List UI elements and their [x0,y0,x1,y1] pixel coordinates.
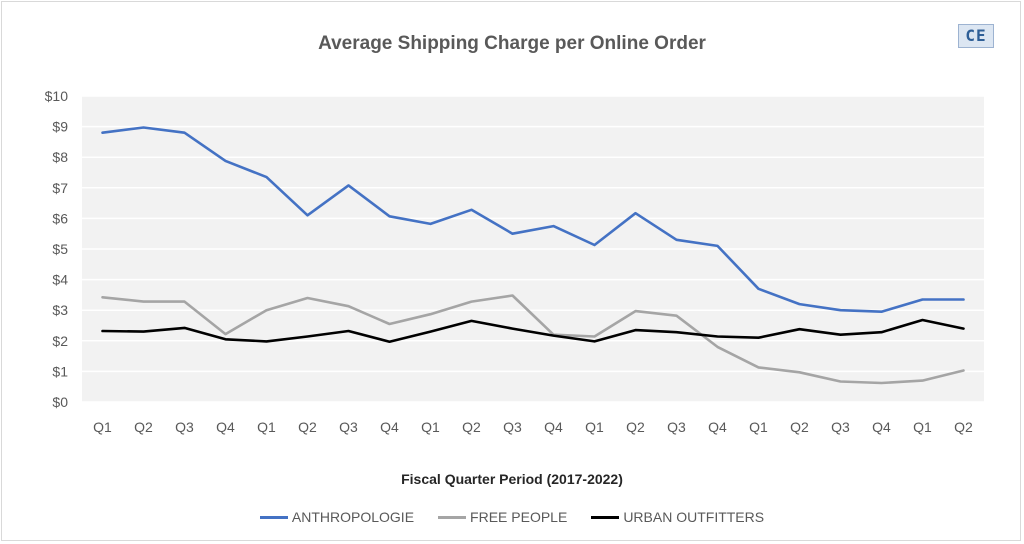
y-tick-label: $6 [52,210,68,226]
x-tick-label: Q1 [585,419,604,435]
legend: ANTHROPOLOGIE FREE PEOPLE URBAN OUTFITTE… [0,509,1024,525]
x-tick-label: Q3 [831,419,850,435]
y-tick-label: $5 [52,241,68,257]
y-tick-label: $2 [52,333,68,349]
y-tick-label: $4 [52,272,68,288]
y-tick-label: $1 [52,363,68,379]
legend-item-anthropologie: ANTHROPOLOGIE [259,509,415,525]
x-tick-label: Q4 [872,419,891,435]
y-tick-label: $7 [52,180,68,196]
legend-label-urban-outfitters: URBAN OUTFITTERS [623,509,765,525]
y-tick-label: $9 [52,119,68,135]
x-tick-label: Q4 [380,419,399,435]
x-tick-label: Q2 [298,419,317,435]
legend-swatch-free-people [438,515,467,519]
legend-item-free-people: FREE PEOPLE [438,509,567,525]
x-tick-label: Q3 [339,419,358,435]
x-tick-label: Q3 [667,419,686,435]
y-tick-label: $10 [45,88,69,104]
x-tick-label: Q1 [913,419,932,435]
x-tick-label: Q1 [421,419,440,435]
x-tick-label: Q2 [462,419,481,435]
x-tick-label: Q2 [954,419,973,435]
x-tick-label: Q1 [749,419,768,435]
legend-swatch-urban-outfitters [591,515,620,519]
series-line-urban-outfitters [101,318,965,344]
x-tick-label: Q3 [175,419,194,435]
legend-item-urban-outfitters: URBAN OUTFITTERS [591,509,764,525]
x-tick-label: Q3 [503,419,522,435]
x-tick-label: Q4 [216,419,235,435]
x-tick-label: Q1 [93,419,112,435]
x-tick-label: Q2 [134,419,153,435]
y-tick-label: $3 [52,302,68,318]
series-line-free-people [101,294,965,385]
x-tick-label: Q1 [257,419,276,435]
legend-swatch-anthropologie [259,515,288,519]
series-line-anthropologie [101,126,965,314]
x-tick-label: Q4 [708,419,727,435]
brand-logo: CE [958,24,994,48]
chart-title: Average Shipping Charge per Online Order [318,33,706,54]
x-tick-label: Q2 [626,419,645,435]
y-tick-label: $0 [52,394,68,410]
y-tick-label: $8 [52,149,68,165]
x-tick-label: Q4 [544,419,563,435]
legend-label-anthropologie: ANTHROPOLOGIE [291,509,415,525]
legend-label-free-people: FREE PEOPLE [470,509,568,525]
x-tick-label: Q2 [790,419,809,435]
x-axis-title: Fiscal Quarter Period (2017-2022) [401,471,623,487]
